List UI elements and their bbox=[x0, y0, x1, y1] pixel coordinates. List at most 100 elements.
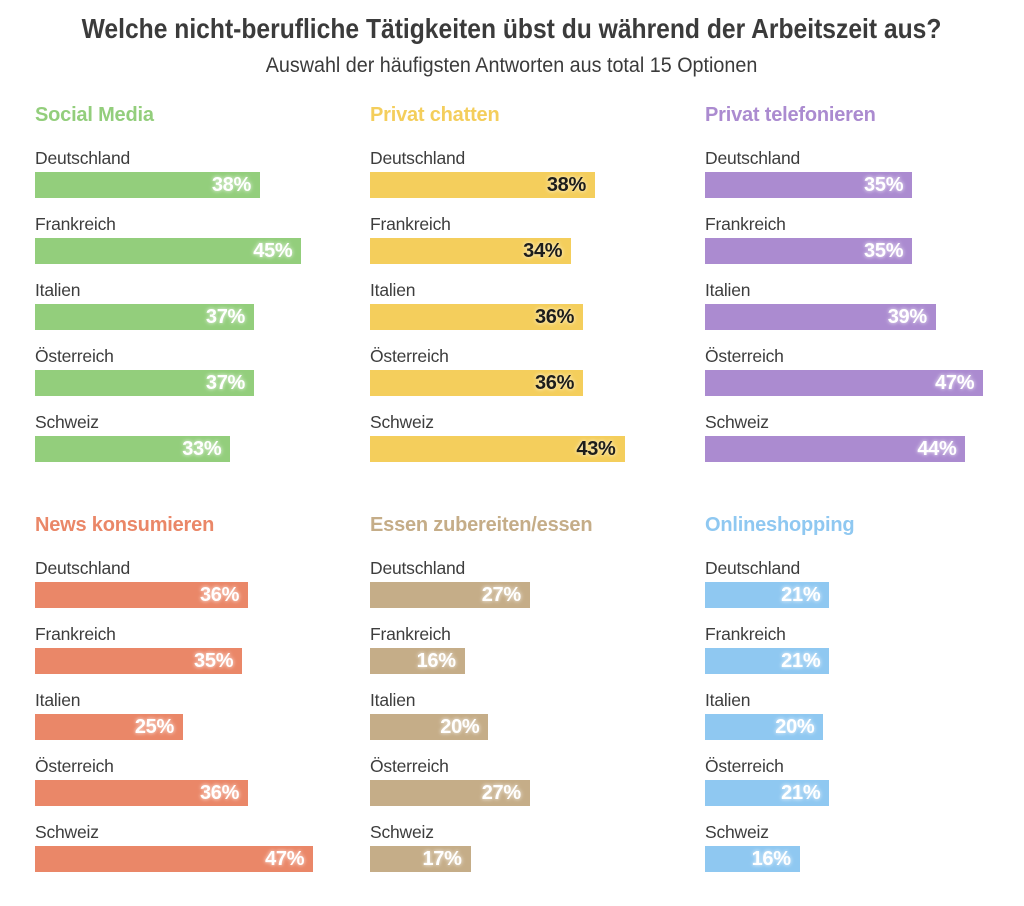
bar-row-frankreich: Frankreich 21% bbox=[705, 624, 1024, 674]
panel-title: News konsumieren bbox=[35, 513, 215, 536]
value-label: 16% bbox=[751, 847, 791, 870]
value-label: 21% bbox=[781, 781, 821, 804]
value-label: 17% bbox=[422, 847, 462, 870]
value-bar: 39% bbox=[705, 303, 936, 330]
bar-row-schweiz: Schweiz 47% bbox=[35, 822, 370, 872]
value-bar: 17% bbox=[370, 845, 471, 872]
value-label: 44% bbox=[917, 437, 957, 460]
bar-row-italien: Italien 20% bbox=[370, 690, 705, 740]
country-label: Österreich bbox=[370, 755, 449, 776]
value-bar: 25% bbox=[35, 713, 183, 740]
panel-title: Privat chatten bbox=[370, 103, 500, 126]
value-bar: 47% bbox=[705, 369, 984, 396]
small-multiples-grid: Social Media Deutschland 38% Frankreich 45% I… bbox=[0, 104, 1024, 872]
value-label: 21% bbox=[781, 649, 821, 672]
value-label: 25% bbox=[134, 715, 174, 738]
value-bar: 43% bbox=[370, 435, 625, 462]
country-label: Schweiz bbox=[370, 411, 434, 432]
value-bar: 20% bbox=[370, 713, 489, 740]
value-bar: 37% bbox=[35, 303, 255, 330]
value-label: 27% bbox=[481, 781, 521, 804]
value-bar: 44% bbox=[705, 435, 966, 462]
bar-row-sterreich: Österreich 36% bbox=[370, 346, 705, 396]
value-bar: 36% bbox=[35, 779, 249, 806]
value-label: 20% bbox=[775, 715, 815, 738]
country-label: Italien bbox=[705, 279, 751, 300]
bar-row-frankreich: Frankreich 35% bbox=[35, 624, 370, 674]
value-bar: 37% bbox=[35, 369, 255, 396]
country-label: Frankreich bbox=[705, 623, 786, 644]
value-bar: 27% bbox=[370, 581, 530, 608]
value-label: 45% bbox=[253, 239, 293, 262]
country-label: Frankreich bbox=[35, 213, 116, 234]
value-bar: 21% bbox=[705, 581, 830, 608]
value-bar: 35% bbox=[35, 647, 243, 674]
value-label: 16% bbox=[416, 649, 456, 672]
value-label: 36% bbox=[534, 371, 575, 394]
country-label: Frankreich bbox=[370, 213, 451, 234]
panel-essen-zubereiten-essen: Essen zubereiten/essen Deutschland 27% Fran… bbox=[370, 514, 705, 872]
value-label: 38% bbox=[546, 173, 586, 196]
value-bar: 36% bbox=[35, 581, 249, 608]
panel-privat-chatten: Privat chatten Deutschland 38% Frankreich 34… bbox=[370, 104, 705, 462]
country-label: Deutschland bbox=[370, 557, 466, 578]
country-label: Österreich bbox=[35, 345, 114, 366]
panel-title: Privat telefonieren bbox=[705, 103, 876, 126]
value-label: 38% bbox=[211, 173, 251, 196]
bar-row-italien: Italien 39% bbox=[705, 280, 1024, 330]
country-label: Österreich bbox=[705, 345, 784, 366]
bar-row-deutschland: Deutschland 38% bbox=[370, 148, 705, 198]
value-bar: 34% bbox=[370, 237, 572, 264]
country-label: Italien bbox=[35, 279, 81, 300]
bar-row-frankreich: Frankreich 35% bbox=[705, 214, 1024, 264]
value-bar: 16% bbox=[705, 845, 800, 872]
value-bar: 33% bbox=[35, 435, 231, 462]
panel-news-konsumieren: News konsumieren Deutschland 36% Frankreich… bbox=[35, 514, 370, 872]
country-label: Italien bbox=[35, 689, 81, 710]
value-bar: 36% bbox=[370, 303, 584, 330]
panel-privat-telefonieren: Privat telefonieren Deutschland 35% Frankre… bbox=[705, 104, 1024, 462]
value-label: 37% bbox=[205, 305, 246, 328]
value-bar: 27% bbox=[370, 779, 530, 806]
bar-row-italien: Italien 20% bbox=[705, 690, 1024, 740]
value-label: 47% bbox=[265, 847, 305, 870]
value-label: 36% bbox=[534, 305, 575, 328]
value-label: 27% bbox=[481, 583, 521, 606]
value-label: 35% bbox=[864, 173, 904, 196]
bar-row-schweiz: Schweiz 44% bbox=[705, 412, 1024, 462]
country-label: Italien bbox=[705, 689, 751, 710]
value-label: 34% bbox=[523, 239, 563, 262]
bar-row-sterreich: Österreich 36% bbox=[35, 756, 370, 806]
bar-row-deutschland: Deutschland 21% bbox=[705, 558, 1024, 608]
value-label: 37% bbox=[205, 371, 246, 394]
country-label: Österreich bbox=[705, 755, 784, 776]
panel-title: Social Media bbox=[35, 103, 154, 126]
country-label: Deutschland bbox=[705, 147, 801, 168]
value-label: 47% bbox=[935, 371, 975, 394]
bar-row-schweiz: Schweiz 16% bbox=[705, 822, 1024, 872]
value-label: 43% bbox=[576, 437, 616, 460]
bar-row-frankreich: Frankreich 45% bbox=[35, 214, 370, 264]
value-bar: 38% bbox=[370, 171, 595, 198]
value-bar: 20% bbox=[705, 713, 824, 740]
bar-row-sterreich: Österreich 21% bbox=[705, 756, 1024, 806]
chart-header: Welche nicht-berufliche Tätigkeiten übst… bbox=[0, 0, 1024, 78]
bar-row-frankreich: Frankreich 16% bbox=[370, 624, 705, 674]
value-label: 35% bbox=[864, 239, 904, 262]
country-label: Schweiz bbox=[705, 411, 769, 432]
bar-row-sterreich: Österreich 47% bbox=[705, 346, 1024, 396]
value-label: 21% bbox=[781, 583, 821, 606]
page-title: Welche nicht-berufliche Tätigkeiten übst… bbox=[82, 13, 942, 44]
bar-row-deutschland: Deutschland 38% bbox=[35, 148, 370, 198]
country-label: Schweiz bbox=[370, 821, 434, 842]
bar-row-italien: Italien 36% bbox=[370, 280, 705, 330]
value-bar: 38% bbox=[35, 171, 260, 198]
bar-row-italien: Italien 37% bbox=[35, 280, 370, 330]
value-label: 36% bbox=[199, 781, 240, 804]
value-label: 35% bbox=[194, 649, 234, 672]
bar-row-deutschland: Deutschland 36% bbox=[35, 558, 370, 608]
value-bar: 36% bbox=[370, 369, 584, 396]
value-bar: 35% bbox=[705, 237, 913, 264]
bar-row-sterreich: Österreich 27% bbox=[370, 756, 705, 806]
